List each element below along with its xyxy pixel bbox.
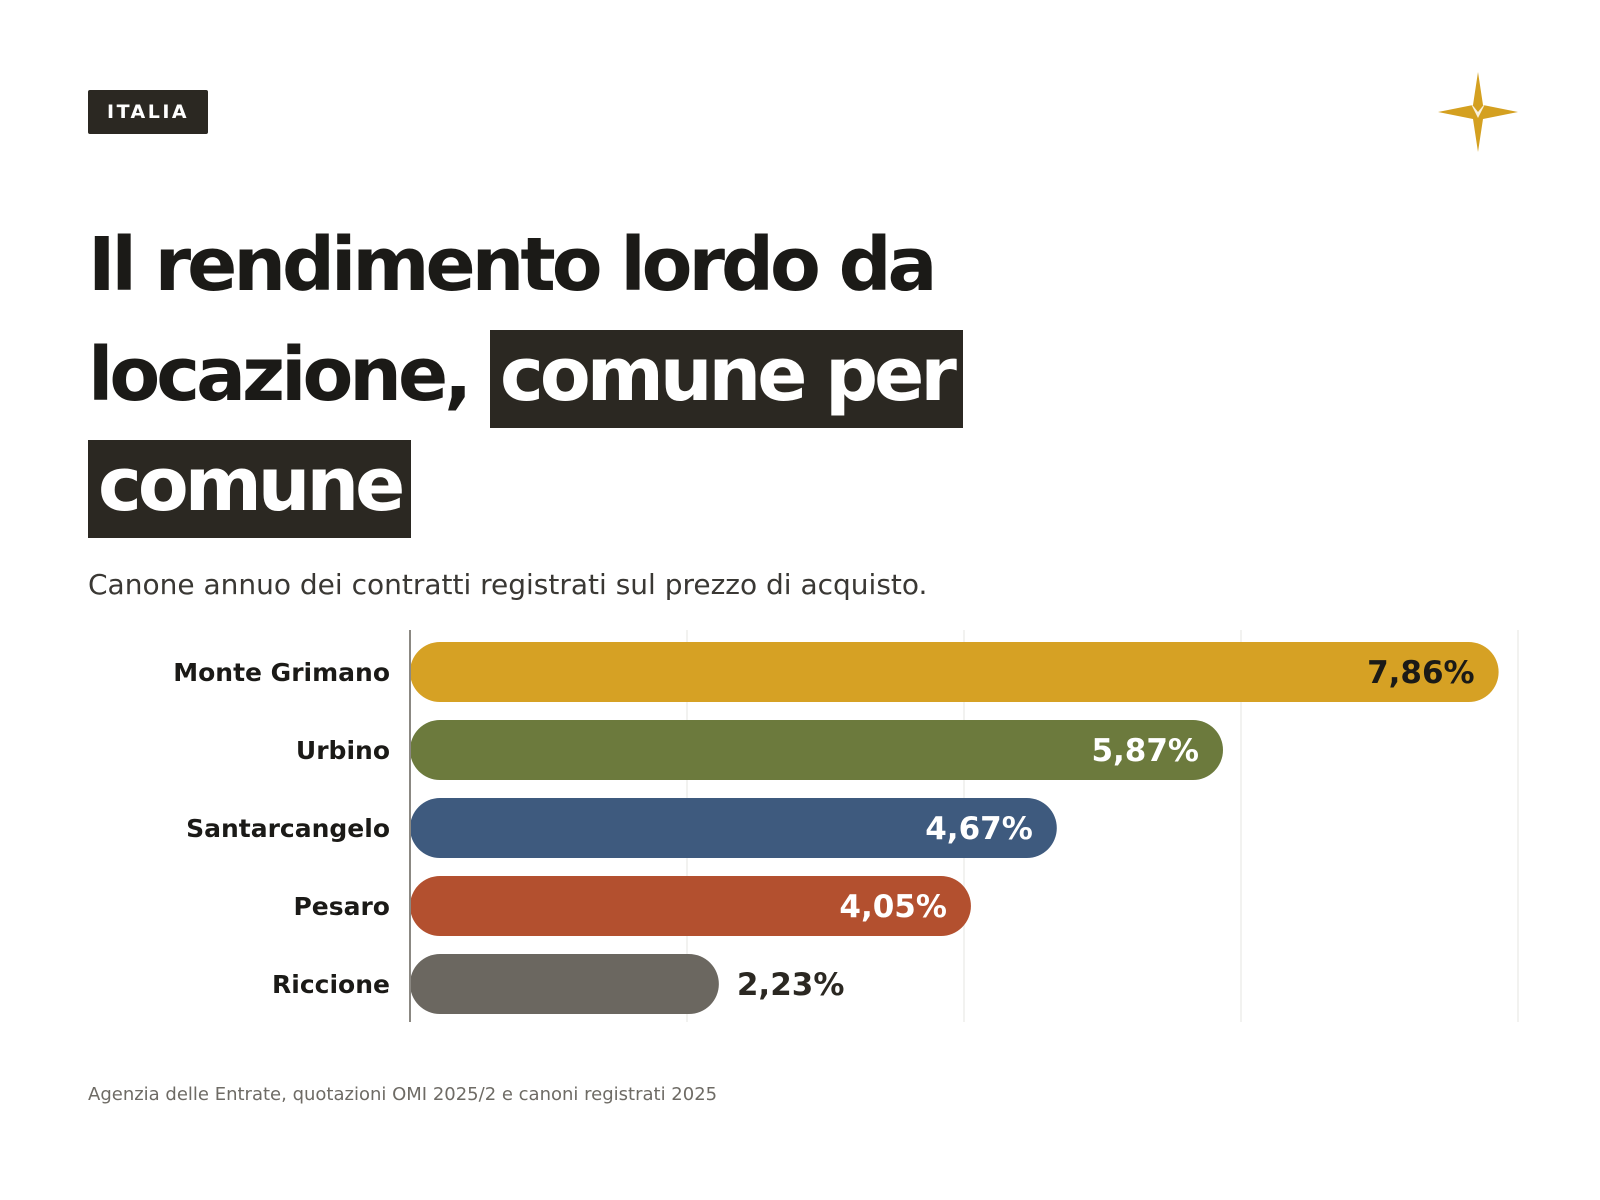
compass-star-icon — [1438, 72, 1518, 152]
category-label: Monte Grimano — [173, 658, 390, 687]
x-tick-label: 4% — [949, 1039, 979, 1040]
x-tick-label: 6% — [1226, 1039, 1256, 1040]
category-label: Riccione — [272, 970, 390, 999]
x-tick-label: 0 — [404, 1039, 416, 1040]
data-label: 5,87% — [1091, 733, 1199, 769]
data-label: 2,23% — [737, 967, 845, 1003]
bar — [410, 954, 719, 1014]
bar — [410, 798, 1057, 858]
bar-chart: Monte Grimano 7,86% Urbino 5,87% Santarcange… — [173, 630, 1533, 1040]
x-tick-label: 8% — [1503, 1039, 1533, 1040]
data-label: 7,86% — [1367, 655, 1475, 691]
bar — [410, 720, 1223, 780]
data-label: 4,67% — [925, 811, 1033, 847]
bar — [410, 876, 971, 936]
page-title: Il rendimento lordo da locazione, comune… — [88, 210, 988, 540]
category-label: Urbino — [296, 736, 390, 765]
category-label: Pesaro — [293, 892, 390, 921]
title-plain: Il rendimento lordo da locazione, — [88, 222, 937, 418]
chart-subtitle: Canone annuo dei contratti registrati su… — [88, 568, 928, 601]
category-label: Santarcangelo — [186, 814, 390, 843]
x-tick-label: 2% — [672, 1039, 702, 1040]
country-tag: ITALIA — [88, 90, 209, 134]
source-note: Agenzia delle Entrate, quotazioni OMI 20… — [88, 1084, 718, 1105]
bar — [410, 642, 1499, 702]
data-label: 4,05% — [839, 889, 947, 925]
